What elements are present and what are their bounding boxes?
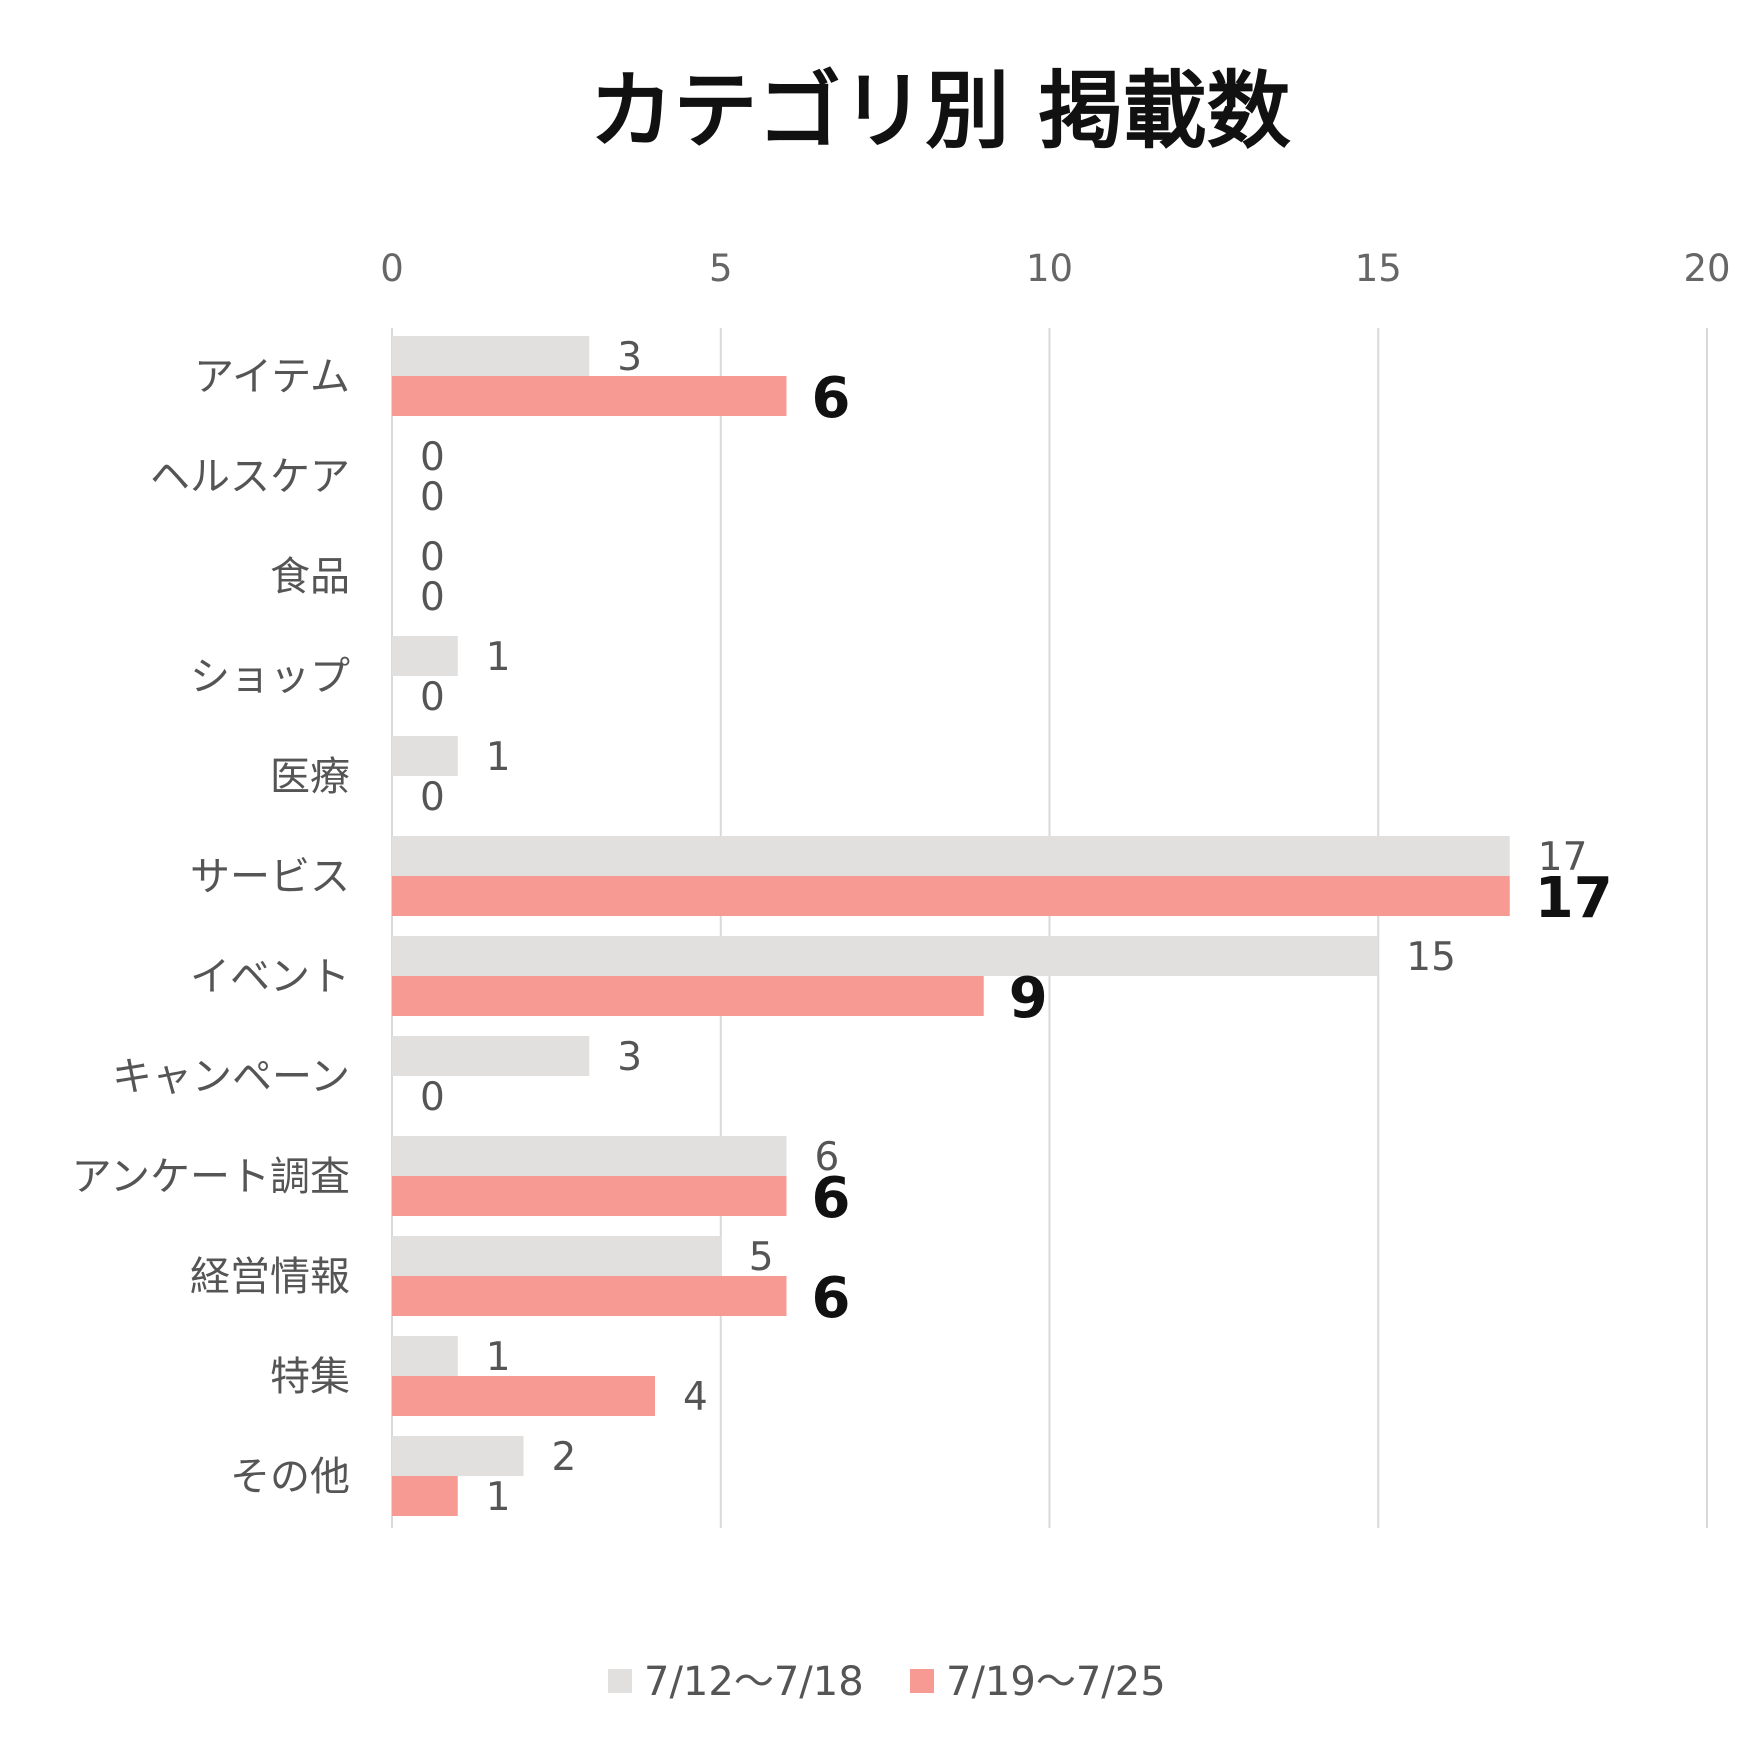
legend-swatch xyxy=(910,1669,934,1693)
bar-series-1 xyxy=(392,1336,458,1376)
data-label-series-1: 0 xyxy=(420,435,445,480)
x-tick-label: 5 xyxy=(709,247,733,290)
bar-series-1 xyxy=(392,1436,524,1476)
bar-series-2 xyxy=(392,1376,655,1416)
bar-series-2 xyxy=(392,1176,787,1216)
x-tick-label: 10 xyxy=(1026,247,1073,290)
x-tick-label: 15 xyxy=(1355,247,1402,290)
data-label-series-2: 6 xyxy=(812,366,851,431)
data-label-series-1: 1 xyxy=(486,1335,511,1380)
data-label-series-2: 17 xyxy=(1535,866,1613,931)
data-label-series-1: 1 xyxy=(486,635,511,680)
category-label: 食品 xyxy=(270,554,350,600)
gridlines xyxy=(391,328,1708,1528)
category-label: 特集 xyxy=(270,1354,350,1400)
bar-series-1 xyxy=(392,636,458,676)
data-label-series-2: 4 xyxy=(683,1375,708,1420)
legend-label: 7/19〜7/25 xyxy=(946,1659,1166,1705)
bar-series-1 xyxy=(392,1136,787,1176)
bar-series-1 xyxy=(392,1236,721,1276)
x-tick-label: 20 xyxy=(1683,247,1730,290)
data-label-series-1: 3 xyxy=(617,1035,642,1080)
data-label-series-2: 9 xyxy=(1009,966,1048,1031)
category-label: その他 xyxy=(230,1454,350,1500)
category-label: 医療 xyxy=(270,754,350,800)
x-tick-label: 0 xyxy=(380,247,404,290)
data-label-series-1: 2 xyxy=(552,1435,577,1480)
category-label: キャンペーン xyxy=(112,1054,350,1100)
data-label-series-2: 0 xyxy=(420,1075,445,1120)
bar-series-1 xyxy=(392,736,458,776)
data-label-series-2: 0 xyxy=(420,575,445,620)
category-label: イベント xyxy=(190,954,350,1000)
category-label: アンケート調査 xyxy=(72,1154,350,1200)
bars xyxy=(392,336,1510,1516)
bar-series-1 xyxy=(392,836,1510,876)
category-label: ショップ xyxy=(190,654,350,700)
bar-series-1 xyxy=(392,336,590,376)
data-label-series-1: 1 xyxy=(486,735,511,780)
data-label-series-1: 17 xyxy=(1538,835,1588,880)
bar-series-2 xyxy=(392,1276,787,1316)
category-label: ヘルスケア xyxy=(150,454,350,500)
data-label-series-1: 5 xyxy=(749,1235,774,1280)
legend-swatch xyxy=(608,1669,632,1693)
category-labels: アイテムヘルスケア食品ショップ医療サービスイベントキャンペーンアンケート調査経営… xyxy=(72,354,350,1500)
data-label-series-1: 3 xyxy=(617,335,642,380)
data-label-series-2: 6 xyxy=(812,1266,851,1331)
chart-title: カテゴリ別 掲載数 xyxy=(589,62,1290,160)
data-label-series-1: 15 xyxy=(1406,935,1456,980)
data-label-series-2: 6 xyxy=(812,1166,851,1231)
data-label-series-2: 0 xyxy=(420,775,445,820)
bar-series-2 xyxy=(392,376,787,416)
bar-series-1 xyxy=(392,936,1379,976)
data-label-series-1: 6 xyxy=(815,1135,840,1180)
bar-series-2 xyxy=(392,1476,458,1516)
data-label-series-2: 0 xyxy=(420,675,445,720)
data-label-series-1: 0 xyxy=(420,535,445,580)
data-label-series-2: 0 xyxy=(420,475,445,520)
bar-series-1 xyxy=(392,1036,590,1076)
bar-series-2 xyxy=(392,976,984,1016)
x-axis-ticks: 0 5 10 15 20 xyxy=(380,247,1730,290)
data-label-series-2: 1 xyxy=(486,1475,511,1520)
category-label: サービス xyxy=(190,854,350,900)
legend: 7/12〜7/18 7/19〜7/25 xyxy=(608,1659,1166,1705)
category-label: アイテム xyxy=(194,354,350,400)
category-label: 経営情報 xyxy=(190,1254,350,1300)
legend-label: 7/12〜7/18 xyxy=(644,1659,864,1705)
bar-series-2 xyxy=(392,876,1510,916)
